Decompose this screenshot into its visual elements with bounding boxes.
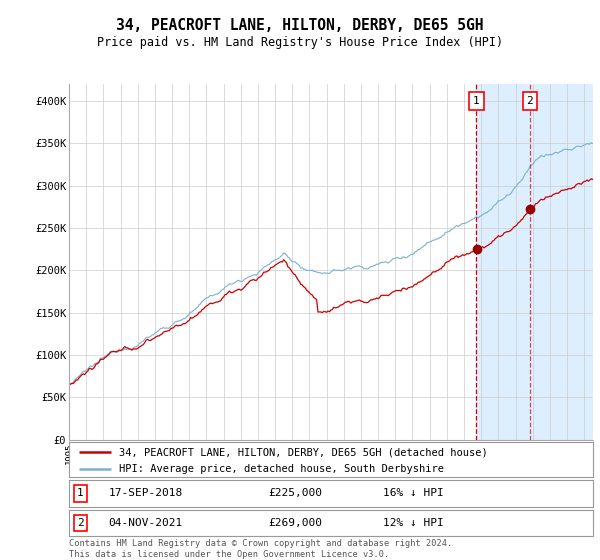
Text: £269,000: £269,000 [268,518,322,528]
Text: Price paid vs. HM Land Registry's House Price Index (HPI): Price paid vs. HM Land Registry's House … [97,36,503,49]
Text: HPI: Average price, detached house, South Derbyshire: HPI: Average price, detached house, Sout… [119,464,444,474]
Text: 12% ↓ HPI: 12% ↓ HPI [383,518,444,528]
Text: 34, PEACROFT LANE, HILTON, DERBY, DE65 5GH (detached house): 34, PEACROFT LANE, HILTON, DERBY, DE65 5… [119,447,488,457]
Bar [476,84,600,440]
Text: 17-SEP-2018: 17-SEP-2018 [108,488,182,498]
Text: 1: 1 [473,96,480,106]
Text: 16% ↓ HPI: 16% ↓ HPI [383,488,444,498]
Text: 34, PEACROFT LANE, HILTON, DERBY, DE65 5GH: 34, PEACROFT LANE, HILTON, DERBY, DE65 5… [116,18,484,33]
Text: 2: 2 [527,96,533,106]
Text: Contains HM Land Registry data © Crown copyright and database right 2024.
This d: Contains HM Land Registry data © Crown c… [69,539,452,559]
Text: £225,000: £225,000 [268,488,322,498]
Text: 1: 1 [77,488,84,498]
Text: 04-NOV-2021: 04-NOV-2021 [108,518,182,528]
Text: 2: 2 [77,518,84,528]
